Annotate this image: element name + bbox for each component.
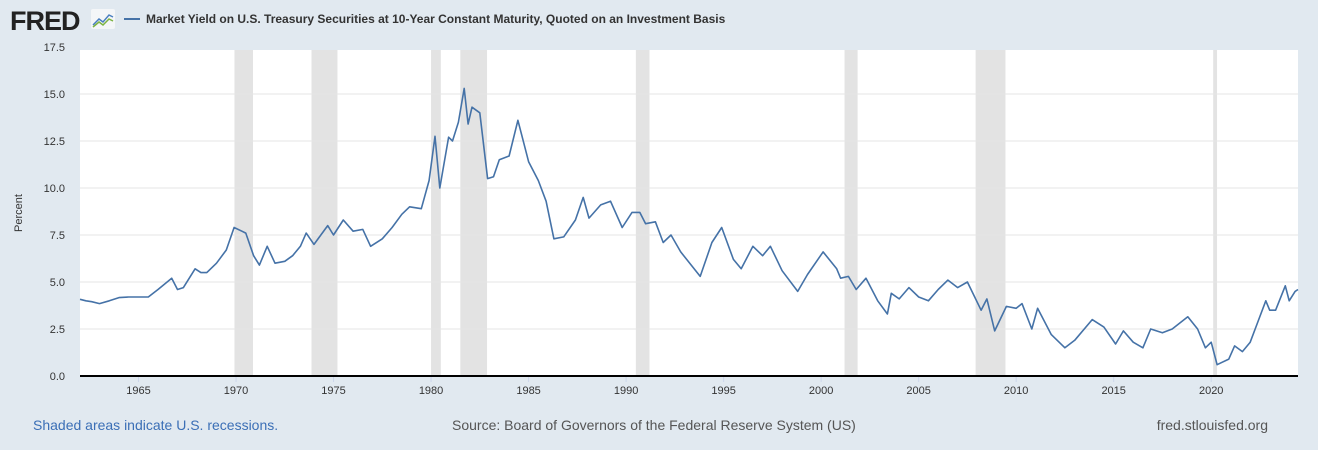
y-tick-label: 2.5: [50, 324, 65, 336]
x-tick-label: 1995: [711, 385, 735, 397]
chart-logo-icon: [91, 9, 115, 29]
x-tick-label: 1980: [419, 385, 443, 397]
y-tick-label: 7.5: [50, 230, 65, 242]
x-tick-label: 2005: [906, 385, 930, 397]
legend-label: Market Yield on U.S. Treasury Securities…: [146, 12, 726, 26]
chart-legend: Market Yield on U.S. Treasury Securities…: [124, 12, 725, 26]
fred-logo[interactable]: FRED: [10, 6, 80, 36]
plot-area: [80, 50, 1298, 376]
y-tick-label: 5.0: [50, 277, 65, 289]
recessions-note-link[interactable]: Shaded areas indicate U.S. recessions.: [33, 417, 279, 433]
y-tick-label: 12.5: [44, 136, 65, 148]
x-tick-label: 2020: [1199, 385, 1223, 397]
y-axis-label: Percent: [13, 194, 25, 232]
recession-band: [431, 50, 441, 376]
legend-swatch: [124, 18, 140, 20]
recession-band: [460, 50, 488, 376]
x-tick-label: 2010: [1004, 385, 1028, 397]
recession-band: [1213, 50, 1218, 376]
x-tick-label: 1965: [126, 385, 150, 397]
series-line: [79, 87, 1299, 366]
source-text: Source: Board of Governors of the Federa…: [452, 417, 856, 433]
x-tick-label: 2000: [809, 385, 833, 397]
recession-band: [311, 50, 338, 376]
y-tick-label: 15.0: [44, 89, 65, 101]
recession-band: [975, 50, 1006, 376]
x-tick-label: 2015: [1101, 385, 1125, 397]
x-tick-label: 1970: [224, 385, 248, 397]
recession-band: [234, 50, 253, 376]
y-tick-label: 0.0: [50, 371, 65, 383]
site-link[interactable]: fred.stlouisfed.org: [1156, 417, 1268, 433]
y-tick-label: 10.0: [44, 183, 65, 195]
x-tick-label: 1990: [614, 385, 638, 397]
recession-band: [844, 50, 858, 376]
x-tick-label: 1975: [321, 385, 345, 397]
recession-band: [635, 50, 650, 376]
line-chart: 0.0 2.5 5.0 7.5 10.0 12.5 15.0 17.5 1965 1970 1975…: [13, 42, 1299, 397]
x-tick-label: 1985: [516, 385, 540, 397]
y-tick-label: 17.5: [44, 42, 65, 54]
